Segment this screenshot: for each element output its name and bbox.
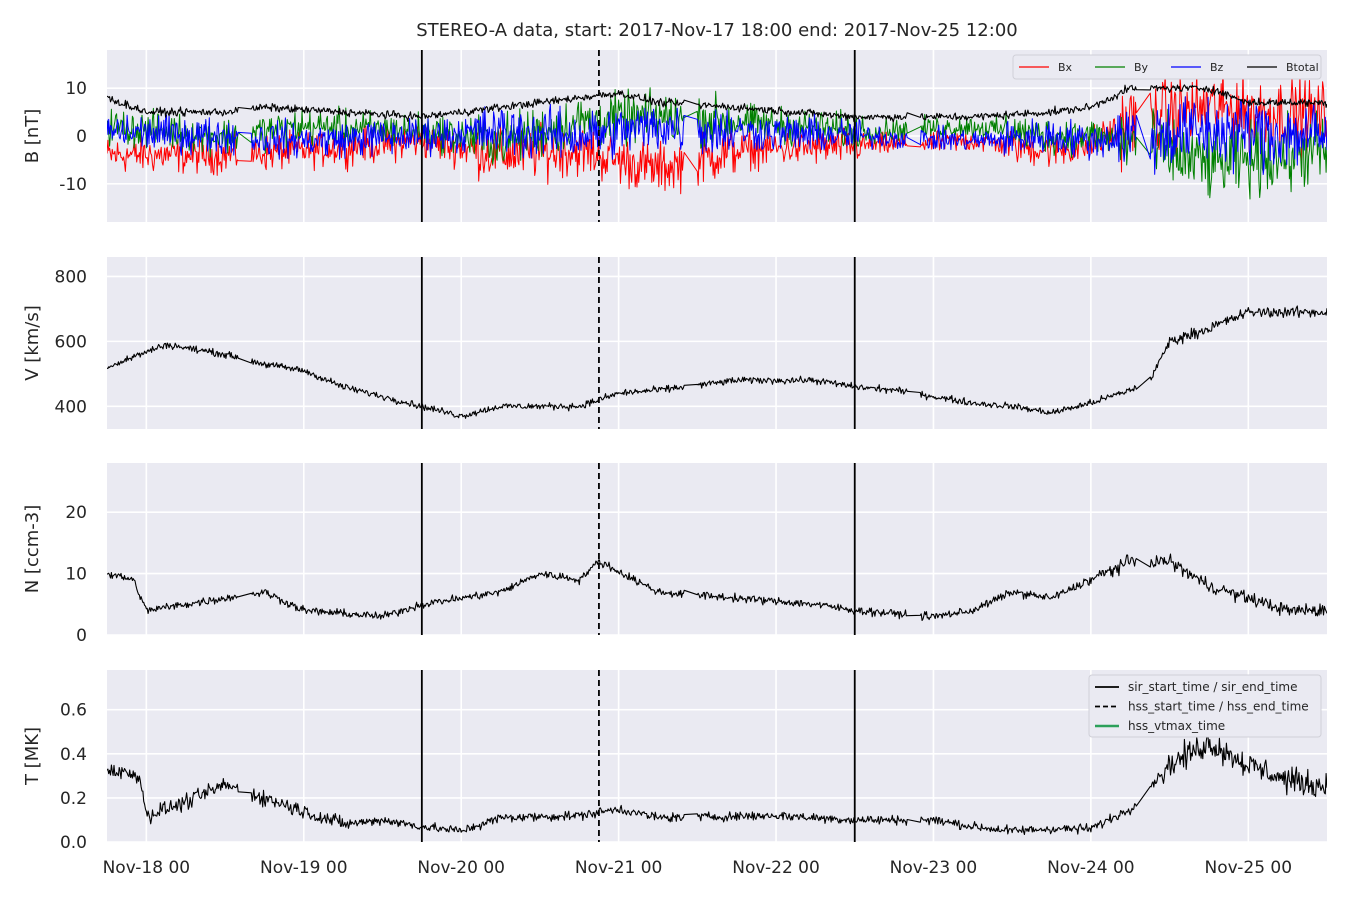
y-tick-label: 0.6 <box>60 701 87 721</box>
series-group <box>107 62 1327 200</box>
legend-label-by: By <box>1134 61 1149 74</box>
y-tick-label: 0 <box>76 127 87 147</box>
legend-label-2: hss_start_time / hss_end_time <box>1128 700 1309 714</box>
legend-label-btotal: Btotal <box>1286 61 1319 74</box>
series-line-bz <box>107 96 1327 175</box>
y-axis-label: T [MK] <box>22 727 43 786</box>
x-tick-label: Nov-24 00 <box>1047 858 1135 878</box>
legend-events: sir_start_time / sir_end_time hss_start_t… <box>1088 674 1322 738</box>
panel-1: -10 0 10 B [nT] Bx By Bz Btotal <box>22 50 1327 222</box>
panel-4: Nov-18 00 Nov-19 00 Nov-20 00 Nov-21 00 Nov-… <box>22 670 1327 878</box>
legend-frame <box>1012 54 1322 80</box>
series-line-n <box>107 553 1327 622</box>
x-tick-label: Nov-21 00 <box>575 858 663 878</box>
series-line-v <box>107 305 1327 419</box>
legend-label-3: hss_vtmax_time <box>1128 719 1225 733</box>
y-tick-label: 10 <box>65 565 87 585</box>
legend-label-bx: Bx <box>1058 61 1073 74</box>
legend-b: Bx By Bz Btotal <box>1012 54 1322 80</box>
y-tick-label: 10 <box>65 79 87 99</box>
y-axis-label: B [nT] <box>22 109 43 164</box>
y-tick-label: 800 <box>55 267 87 287</box>
y-tick-label: 0.2 <box>60 789 87 809</box>
legend-label-bz: Bz <box>1210 61 1224 74</box>
series-line-btotal <box>107 84 1327 123</box>
series-group <box>107 734 1327 836</box>
y-axis-label: V [km/s] <box>22 305 43 380</box>
x-tick-label: Nov-19 00 <box>260 858 348 878</box>
plot-background <box>107 257 1327 429</box>
panel-3: 0 10 20 N [ccm-3] <box>22 463 1327 646</box>
series-line-t <box>107 734 1327 836</box>
figure-title: STEREO-A data, start: 2017-Nov-17 18:00 … <box>416 20 1017 41</box>
plot-background <box>107 463 1327 635</box>
x-tick-label: Nov-18 00 <box>103 858 191 878</box>
legend-label-1: sir_start_time / sir_end_time <box>1128 680 1298 694</box>
y-tick-label: 600 <box>55 332 87 352</box>
series-group <box>107 553 1327 622</box>
y-tick-label: -10 <box>59 175 87 195</box>
x-tick-label: Nov-20 00 <box>417 858 505 878</box>
y-tick-label: 0.4 <box>60 745 87 765</box>
y-tick-label: 20 <box>65 503 87 523</box>
x-tick-label: Nov-25 00 <box>1205 858 1293 878</box>
x-tick-label: Nov-22 00 <box>732 858 820 878</box>
panel-2: 400 600 800 V [km/s] <box>22 257 1327 429</box>
y-tick-label: 0.0 <box>60 833 87 853</box>
legend-frame <box>1088 674 1322 738</box>
y-tick-label: 0 <box>76 626 87 646</box>
series-group <box>107 305 1327 419</box>
y-tick-label: 400 <box>55 397 87 417</box>
x-tick-label: Nov-23 00 <box>890 858 978 878</box>
y-axis-label: N [ccm-3] <box>22 505 43 594</box>
